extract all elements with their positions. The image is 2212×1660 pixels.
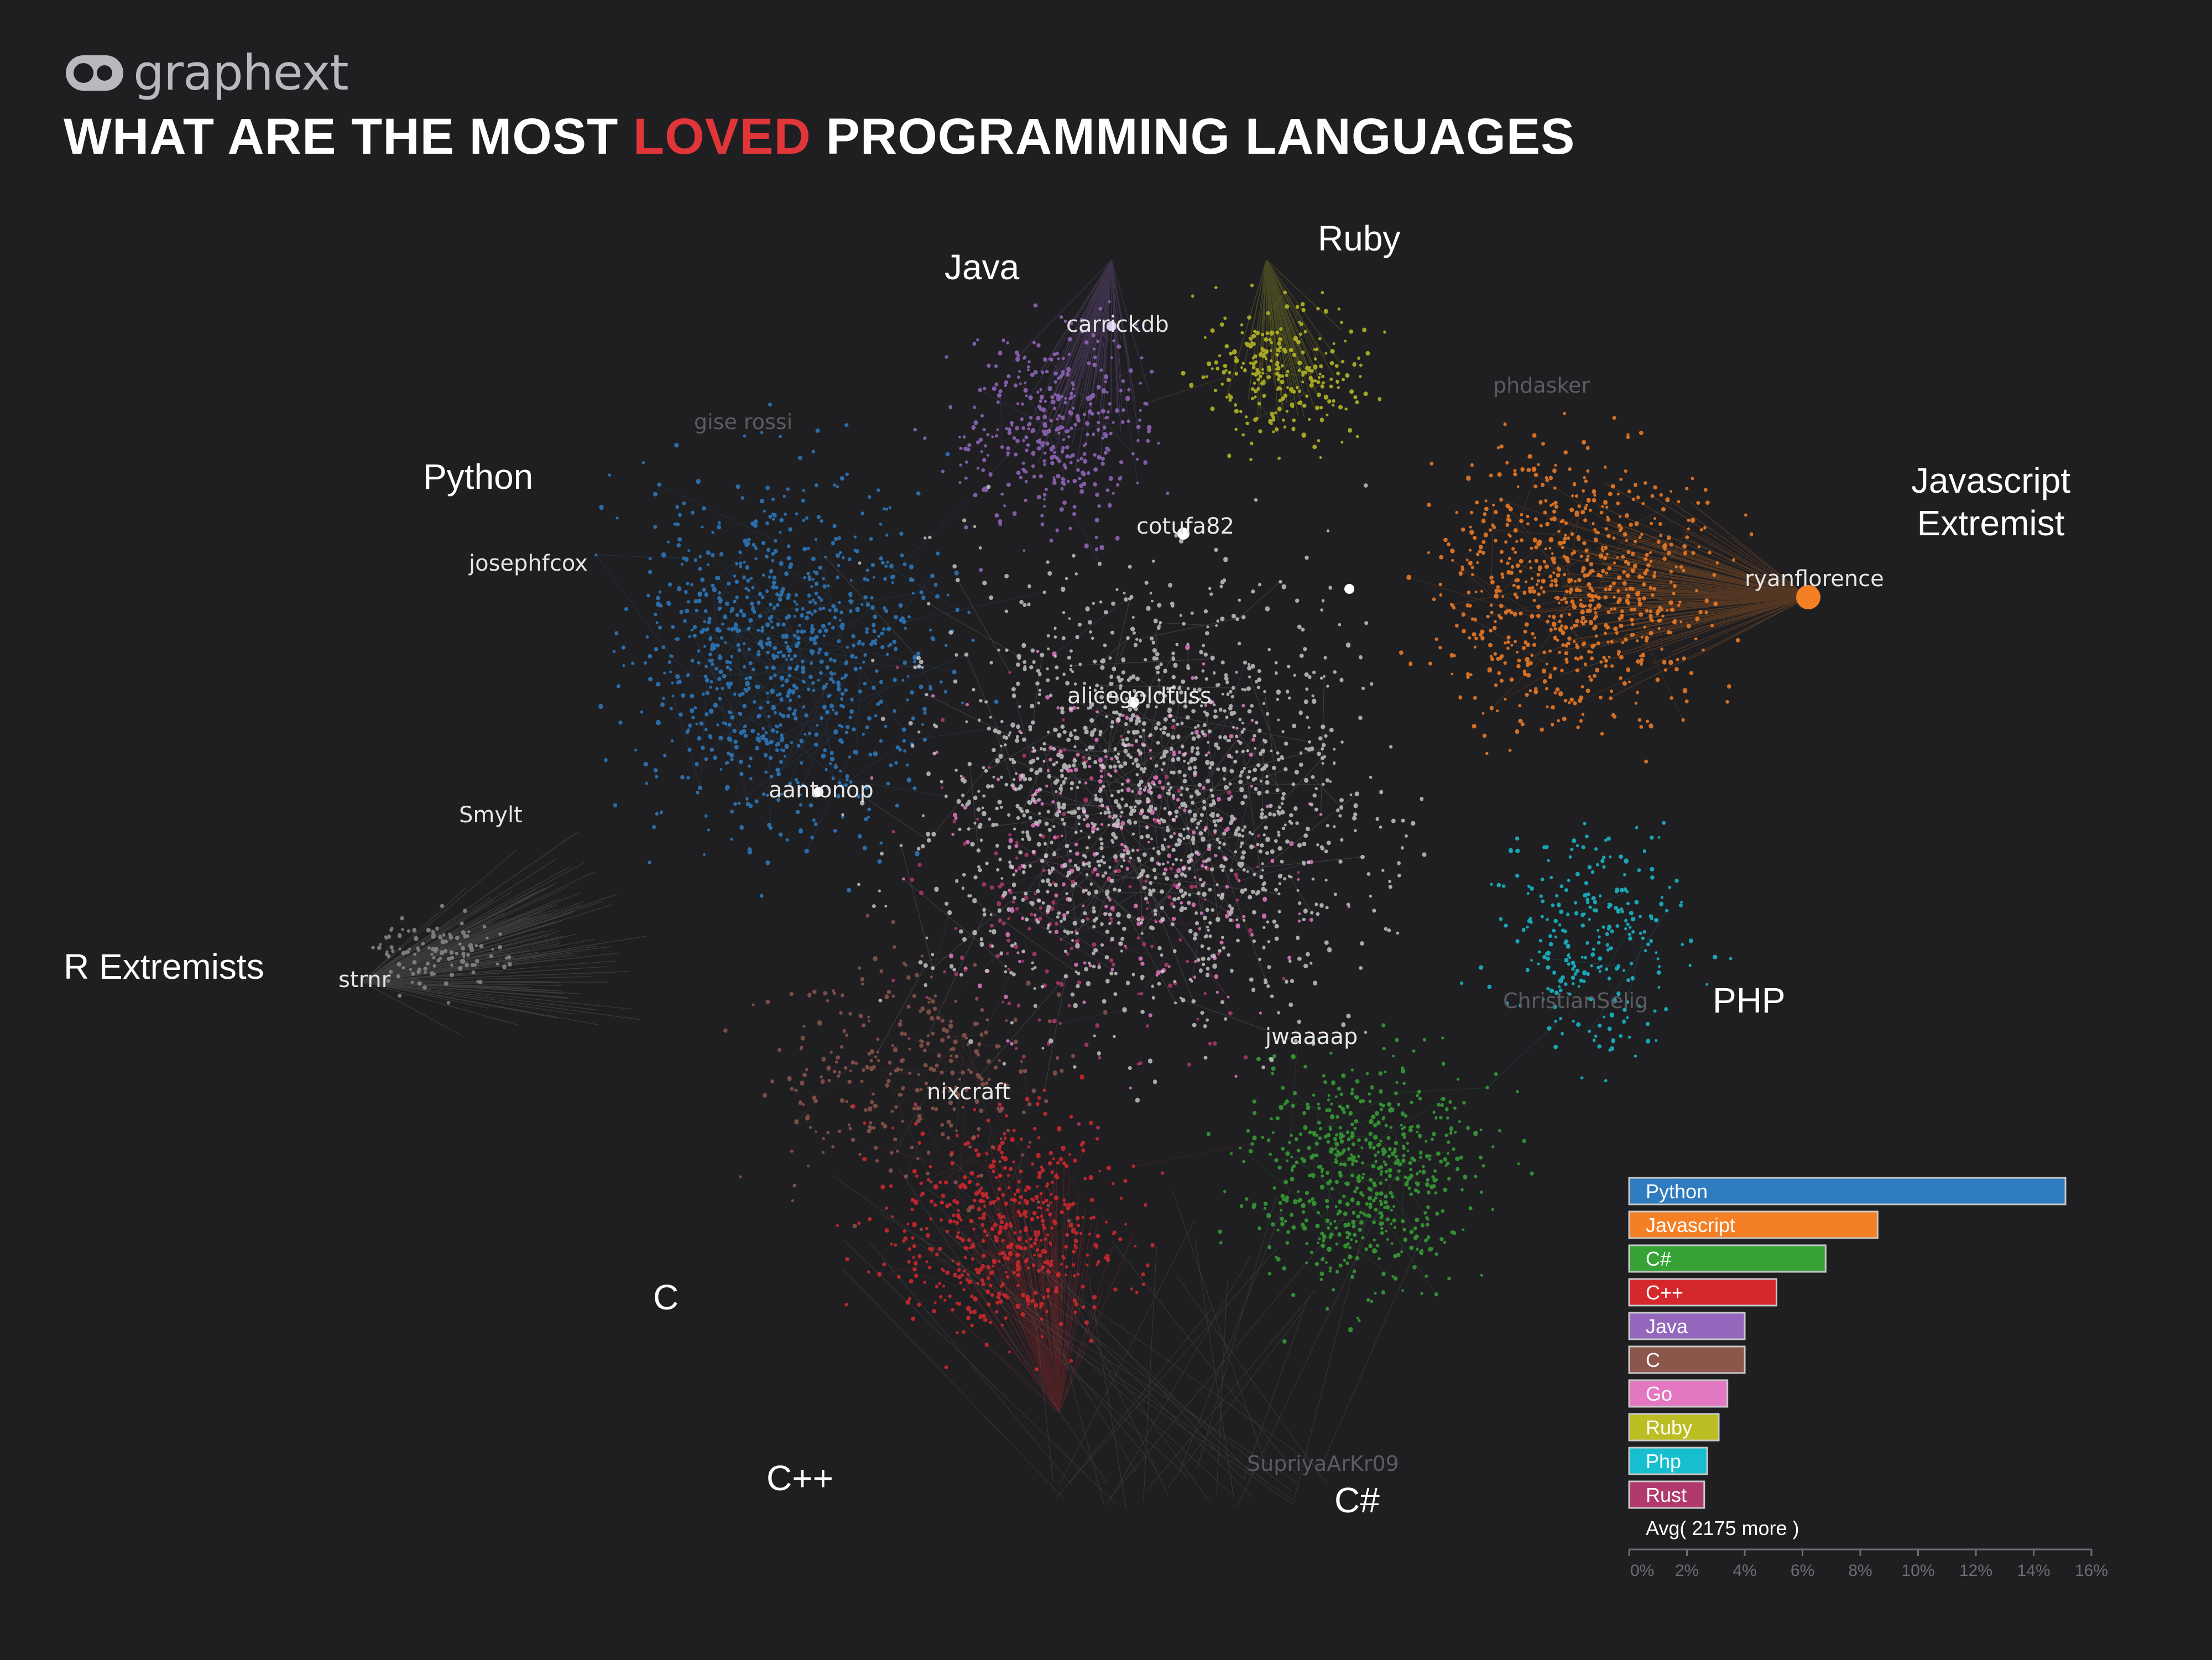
title-part-2: PROGRAMMING LANGUAGES [811, 108, 1575, 165]
edge-bundle [1486, 891, 1667, 1088]
cluster-label-javascript: Javascript [1911, 461, 2070, 500]
bar-footer-avg: Avg( 2175 more ) [1646, 1517, 1799, 1539]
cluster-label-python: Python [423, 457, 533, 497]
x-tick-label: 14% [2017, 1562, 2050, 1580]
user-label-aantonop: aantonop [769, 777, 874, 803]
graphext-logo: graphext [64, 44, 349, 101]
graphext-logo-icon [66, 55, 123, 91]
user-label-phdasker: phdasker [1493, 373, 1590, 398]
user-label-alicegoldfuss: alicegoldfuss [1067, 683, 1212, 709]
hub-node [1107, 321, 1117, 331]
user-label-nixcraft: nixcraft [927, 1079, 1010, 1105]
bar-rust[interactable] [1628, 1480, 1705, 1509]
x-tick-label: 10% [1901, 1562, 1934, 1580]
hub-node [1177, 528, 1190, 540]
edge-long-bundle [831, 1161, 1421, 1508]
user-label-ryanflorence: ryanflorence [1745, 566, 1884, 592]
edge-bundle [992, 803, 1321, 1024]
edge-bundle [980, 320, 1138, 564]
cluster-label-r-extremists: R Extremists [64, 947, 264, 986]
edge-bundle [853, 1017, 1253, 1312]
bar-ruby[interactable] [1628, 1413, 1720, 1442]
bar-label: Ruby [1646, 1416, 1692, 1439]
hub-node [1796, 585, 1820, 609]
cluster-label-csharp: C# [1334, 1480, 1380, 1520]
node-group [1460, 821, 1733, 1083]
x-tick-label: 0% [1630, 1562, 1654, 1580]
user-label-josephfcox: josephfcox [468, 551, 588, 576]
bar-label: Python [1646, 1180, 1708, 1203]
cluster-label-ruby: Ruby [1318, 218, 1400, 258]
hub-node [1128, 697, 1139, 708]
edge-star-bundle [1227, 259, 1342, 421]
bar-cpp[interactable] [1628, 1278, 1777, 1307]
bar-javascript[interactable] [1628, 1210, 1879, 1239]
bar-java[interactable] [1628, 1312, 1746, 1340]
bar-label: Rust [1646, 1484, 1687, 1506]
hub-node [1344, 584, 1354, 594]
x-tick-label: 4% [1733, 1562, 1756, 1580]
edge-bundle [1408, 474, 1693, 721]
bar-label: Go [1646, 1382, 1672, 1405]
bar-label: C++ [1646, 1281, 1683, 1304]
x-tick-label: 2% [1675, 1562, 1699, 1580]
user-label-gise-rossi: gise rossi [694, 410, 792, 434]
hub-node [813, 787, 823, 797]
x-tick-label: 16% [2075, 1562, 2108, 1580]
user-label-cotufa82: cotufa82 [1136, 514, 1234, 539]
x-tick-label: 8% [1848, 1562, 1872, 1580]
node-group [836, 1074, 1165, 1371]
bar-python[interactable] [1628, 1177, 2067, 1205]
bar-c[interactable] [1628, 1345, 1746, 1374]
network-hubs [813, 321, 1820, 797]
cluster-label-cpp: C++ [766, 1458, 833, 1498]
network-labels: Java Ruby Python Javascript Extremist R … [64, 218, 2070, 1520]
user-label-christianselig: ChristianSelig [1503, 989, 1648, 1013]
edge-star-bundle [1012, 259, 1149, 469]
bar-label: C [1646, 1349, 1660, 1371]
cluster-label-extremist: Extremist [1917, 503, 2065, 543]
user-label-jwaaaap: jwaaaap [1265, 1024, 1358, 1050]
bar-label: C# [1646, 1247, 1671, 1270]
node-group [1399, 411, 1754, 764]
x-tick-label: 6% [1791, 1562, 1814, 1580]
bar-label: Javascript [1646, 1214, 1735, 1236]
cluster-label-php: PHP [1713, 980, 1786, 1020]
brand-name: graphext [133, 44, 349, 101]
user-label-smylt: Smylt [459, 802, 523, 828]
title-accent: LOVED [633, 108, 811, 165]
bar-go[interactable] [1628, 1379, 1729, 1408]
x-tick-label: 12% [1959, 1562, 1992, 1580]
cluster-label-java: Java [945, 247, 1020, 287]
user-label-supriyaarkr09: SupriyaArKr09 [1247, 1452, 1399, 1476]
bar-label: Java [1646, 1315, 1688, 1338]
bar-label: Php [1646, 1450, 1681, 1473]
user-label-carrickdb: carrickdb [1066, 312, 1169, 337]
bar-php[interactable] [1628, 1447, 1708, 1475]
page-title: WHAT ARE THE MOST LOVED PROGRAMMING LANG… [64, 108, 1575, 166]
node-group [371, 904, 512, 1005]
network-nodes [371, 283, 1754, 1371]
bar-csharp[interactable] [1628, 1244, 1827, 1273]
user-label-strnr: strnr [338, 967, 391, 993]
node-group [913, 300, 1170, 572]
title-part-1: WHAT ARE THE MOST [64, 108, 633, 165]
cluster-label-c: C [653, 1277, 679, 1317]
